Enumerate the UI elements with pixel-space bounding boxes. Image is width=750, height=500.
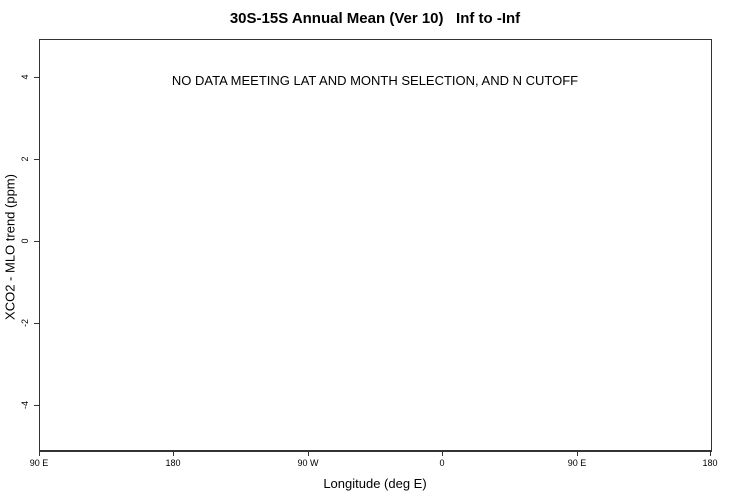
x-tick-mark xyxy=(39,451,40,456)
x-tick-mark xyxy=(577,451,578,456)
no-data-message: NO DATA MEETING LAT AND MONTH SELECTION,… xyxy=(171,73,579,88)
chart-title: 30S-15S Annual Mean (Ver 10) Inf to -Inf xyxy=(229,10,521,27)
x-tick-label: 180 xyxy=(702,458,718,468)
y-tick-label: -2 xyxy=(20,318,30,328)
y-tick-label: -4 xyxy=(20,400,30,410)
y-tick-mark xyxy=(34,159,39,160)
x-tick-mark xyxy=(173,451,174,456)
y-tick-mark xyxy=(34,241,39,242)
plot-area xyxy=(39,39,712,452)
y-tick-label: 0 xyxy=(20,238,30,244)
y-axis-title: XCO2 - MLO trend (ppm) xyxy=(2,174,18,320)
x-tick-label: 90 E xyxy=(567,458,587,468)
x-tick-label: 0 xyxy=(439,458,445,468)
y-tick-mark xyxy=(34,323,39,324)
x-tick-label: 90 E xyxy=(29,458,49,468)
x-tick-mark xyxy=(442,451,443,456)
x-axis-title: Longitude (deg E) xyxy=(323,476,427,491)
x-tick-label: 90 W xyxy=(297,458,319,468)
x-tick-mark xyxy=(308,451,309,456)
y-tick-label: 4 xyxy=(20,74,30,80)
y-tick-mark xyxy=(34,77,39,78)
y-tick-mark xyxy=(34,405,39,406)
x-tick-label: 180 xyxy=(165,458,181,468)
y-tick-label: 2 xyxy=(20,156,30,162)
x-tick-mark xyxy=(710,451,711,456)
